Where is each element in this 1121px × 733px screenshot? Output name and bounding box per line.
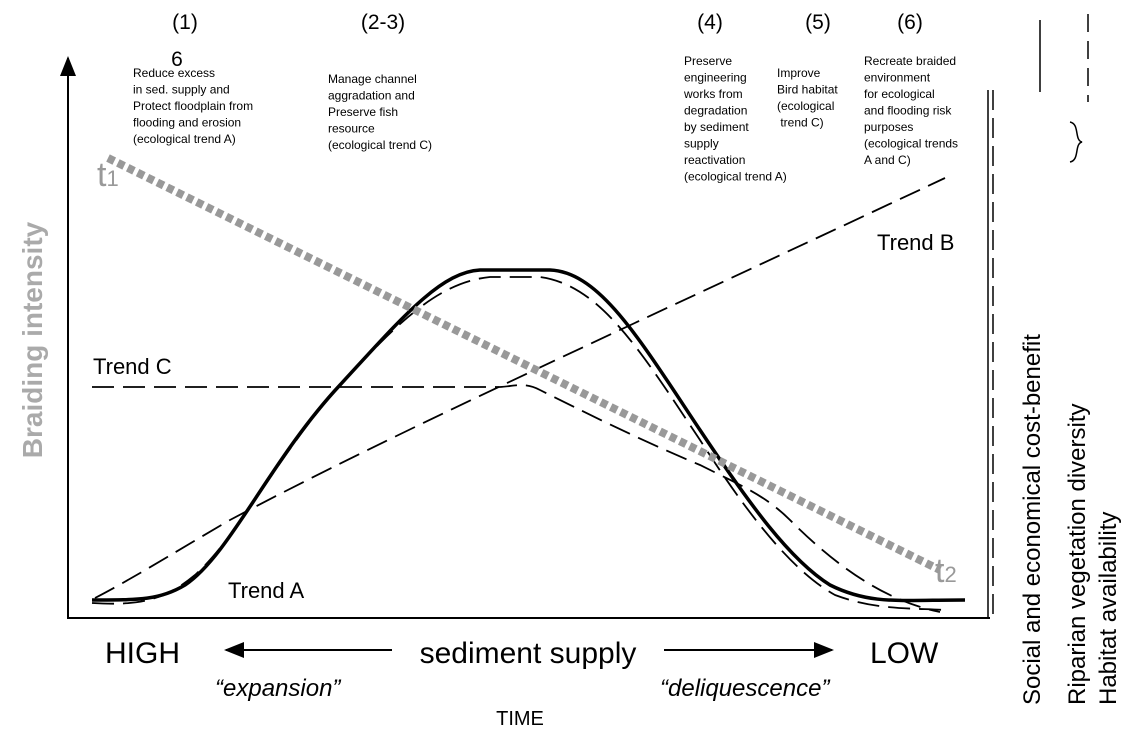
description-line: Bird habitat xyxy=(777,83,838,97)
description-line: for ecological xyxy=(864,87,935,101)
trend-b-label: Trend B xyxy=(877,230,954,255)
stage-label: (6) xyxy=(897,11,923,34)
trend-c-label: Trend C xyxy=(93,354,172,379)
stage-description: Improve Bird habitat (ecological trend C) xyxy=(777,66,838,130)
description-line: Preserve fish xyxy=(328,105,398,119)
description-line: engineering xyxy=(684,71,747,85)
trend-b-curve xyxy=(94,177,946,599)
description-line: Preserve xyxy=(684,54,732,68)
description-line: Recreate braided xyxy=(864,54,956,68)
description-line: (ecological trend A) xyxy=(133,132,236,146)
stage-label: (1) xyxy=(172,11,198,34)
t2-sub: 2 xyxy=(944,562,956,587)
stage-description: Manage channel aggradation and Preserve fi… xyxy=(328,72,432,152)
stage-extra: 6 xyxy=(171,48,183,71)
y-axis-label: Braiding intensity xyxy=(17,221,48,458)
description-line: (ecological trend C) xyxy=(328,138,432,152)
description-line: Reduce excess xyxy=(133,66,215,80)
t2-label: t2 xyxy=(935,552,957,590)
description-line: environment xyxy=(864,71,931,85)
description-line: aggradation and xyxy=(328,89,415,103)
stage-label: (5) xyxy=(805,11,831,34)
description-line: supply xyxy=(684,137,719,151)
sediment-supply-label: sediment supply xyxy=(420,637,637,670)
description-line: by sediment xyxy=(684,120,749,134)
description-line: Protect floodplain from xyxy=(133,99,253,113)
t1-label: t1 xyxy=(97,156,119,194)
description-line: and flooding risk xyxy=(864,104,952,118)
expansion-label: “expansion” xyxy=(215,675,341,702)
braiding-curve xyxy=(91,268,966,603)
stage-label: (4) xyxy=(697,11,723,34)
high-label: HIGH xyxy=(105,637,180,670)
description-line: A and C) xyxy=(864,153,911,167)
description-line: in sed. supply and xyxy=(133,83,230,97)
description-line: (ecological xyxy=(777,99,834,113)
stage-description: Preserve engineering works from degradation… xyxy=(683,54,787,184)
description-line: Manage channel xyxy=(328,72,417,86)
t2-base: t xyxy=(935,552,945,590)
stage-description: Reduce excess in sed. supply and Protect f… xyxy=(133,66,253,146)
description-line: purposes xyxy=(864,120,913,134)
stage-label: (2-3) xyxy=(361,11,405,34)
t1-base: t xyxy=(97,156,107,194)
trend-c-curve xyxy=(92,384,941,613)
right-label: Riparian vegetation diversity xyxy=(1064,404,1091,706)
description-line: (ecological trend A) xyxy=(684,170,787,184)
trend-a-curve xyxy=(91,276,946,611)
t1-t2-line xyxy=(106,154,942,574)
low-label: LOW xyxy=(870,637,939,670)
deliquescence-label: “deliquescence” xyxy=(660,675,830,702)
stage-description: Recreate braided environment for ecologica… xyxy=(864,54,958,167)
description-line: (ecological trends xyxy=(864,137,958,151)
t1-sub: 1 xyxy=(106,166,118,191)
description-line: trend C) xyxy=(777,116,824,130)
description-line: degradation xyxy=(684,104,747,118)
description-line: resource xyxy=(328,122,375,136)
trend-a-label: Trend A xyxy=(228,578,305,603)
description-line: reactivation xyxy=(684,153,745,167)
time-label: TIME xyxy=(496,708,544,730)
right-label: Habitat availability xyxy=(1095,512,1121,705)
right-label: Social and economical cost-benefit xyxy=(1019,334,1046,705)
description-line: flooding and erosion xyxy=(133,116,241,130)
description-line: Improve xyxy=(777,66,821,80)
description-line: works from xyxy=(683,87,743,101)
legend-brace xyxy=(1069,121,1083,163)
